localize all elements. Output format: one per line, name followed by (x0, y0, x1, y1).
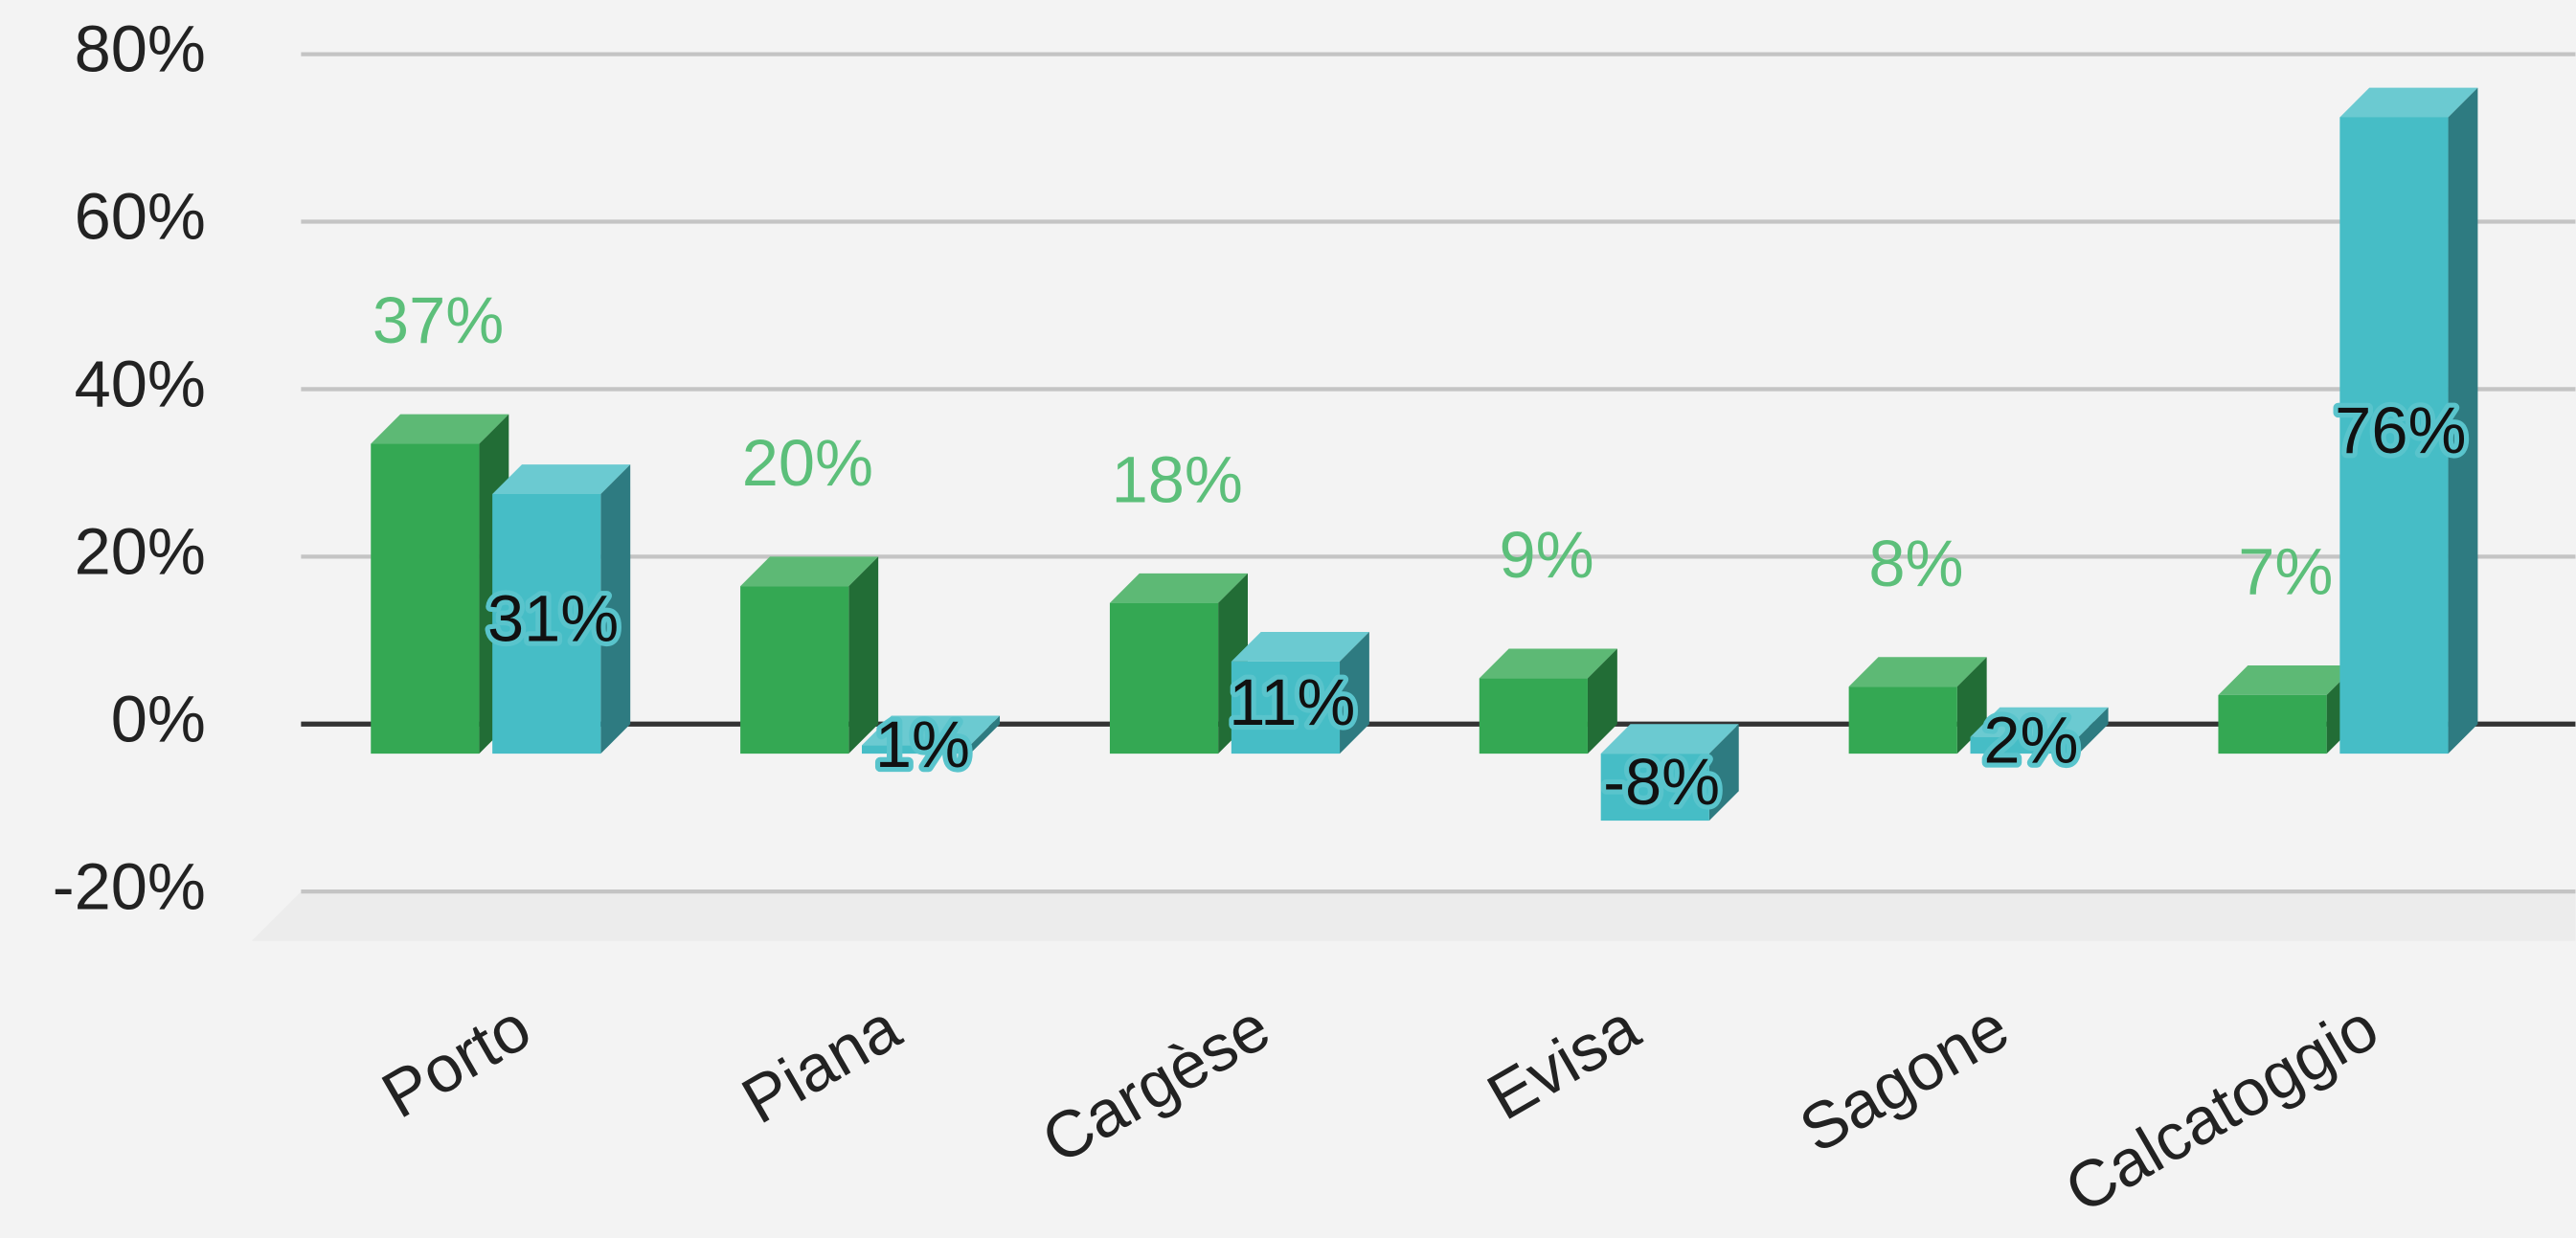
bar (2339, 87, 2478, 754)
data-label: 2% (1983, 703, 2078, 777)
data-label: 31% (487, 582, 619, 656)
y-tick-label: 0% (111, 682, 206, 755)
floor (251, 891, 2576, 941)
bar (740, 556, 879, 754)
bar-front (1970, 736, 2079, 754)
bar-side (1587, 648, 1617, 754)
bar-front (861, 745, 971, 754)
y-tick-label: 20% (75, 514, 206, 588)
data-label: 76% (2335, 394, 2466, 467)
bar-front (1109, 602, 1219, 754)
bar-top (740, 556, 879, 587)
bar-front (1479, 678, 1588, 754)
bar-side (600, 464, 631, 754)
data-label: 8% (1868, 527, 1963, 600)
bar-top (1970, 707, 2109, 737)
data-label: 7% (2238, 535, 2333, 609)
bar-front (371, 443, 480, 754)
data-label: 18% (1112, 442, 1243, 516)
bar-front (2218, 694, 2327, 754)
bar-top (861, 715, 1001, 746)
bar-top (1109, 573, 1248, 603)
bar-top (2339, 87, 2478, 118)
y-tick-label: -20% (53, 849, 206, 923)
bar-front (1231, 661, 1341, 754)
bar-top (1600, 724, 1739, 754)
bar (1479, 648, 1617, 754)
bar-side (1340, 632, 1369, 754)
bar-top (2218, 665, 2357, 695)
bar (1109, 573, 1248, 754)
bar (1848, 657, 1987, 754)
bar (1600, 724, 1739, 822)
y-tick-label: 80% (75, 12, 206, 86)
bar-top (1848, 657, 1987, 687)
bar (1970, 707, 2109, 754)
bar (861, 715, 1001, 754)
data-label: -8% (1603, 745, 1720, 819)
bar-front (1848, 687, 1957, 754)
data-label: 9% (1500, 518, 1594, 592)
bar-front (492, 493, 601, 754)
bar (1231, 632, 1369, 754)
bar (492, 464, 631, 754)
bar-top (492, 464, 631, 494)
bar-top (371, 414, 509, 444)
bar-front (740, 586, 849, 754)
bar-front (1600, 754, 1709, 822)
bar-front (2339, 117, 2449, 754)
bar-top (1479, 648, 1617, 679)
bar (2218, 665, 2357, 754)
data-label: 37% (373, 283, 504, 357)
data-label: 20% (742, 426, 873, 500)
bar-side (970, 715, 1001, 754)
bar (371, 414, 509, 754)
data-label: 11% (1229, 665, 1355, 739)
y-tick-label: 40% (75, 348, 206, 421)
bar-side (2078, 707, 2109, 754)
y-tick-label: 60% (75, 180, 206, 254)
bar-top (1231, 632, 1369, 662)
bar-side (2448, 87, 2478, 754)
data-label: 1% (875, 708, 970, 781)
bar-side (848, 556, 879, 754)
bar-side (1708, 724, 1739, 822)
